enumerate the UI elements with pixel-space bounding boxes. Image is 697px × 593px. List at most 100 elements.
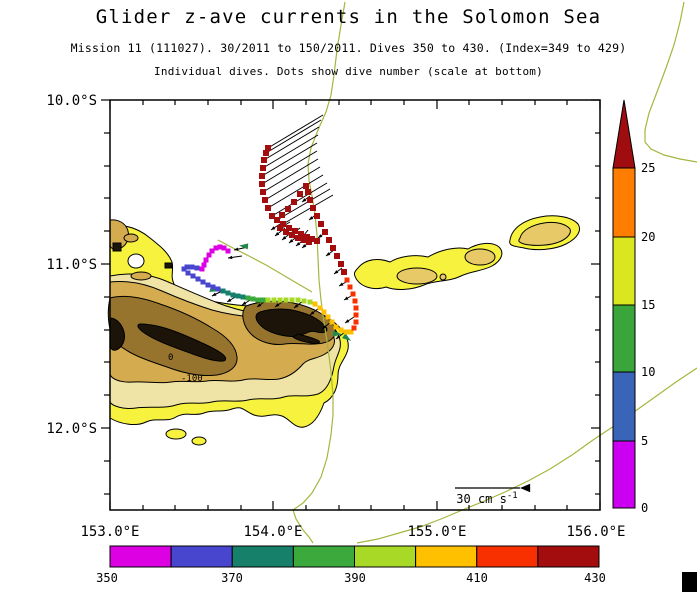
- scale-arrow-label: 30 cm s-1: [456, 491, 517, 506]
- terrain-dark: [112, 242, 122, 252]
- dive-colorbar-segment: [537, 545, 600, 568]
- dive-dot: [307, 299, 313, 305]
- dive-dot: [225, 290, 231, 296]
- terrain-layer: [107, 215, 580, 446]
- terrain-yellow: [165, 428, 187, 440]
- dive-dot: [265, 297, 271, 303]
- dive-dot: [250, 296, 256, 302]
- dive-dot: [225, 248, 231, 254]
- dive-dot: [260, 297, 266, 303]
- dive-dot: [312, 301, 318, 307]
- dive-dot: [314, 213, 320, 219]
- y-tick-label: 10.0°S: [46, 93, 97, 109]
- dive-colorbar-segment: [231, 545, 294, 568]
- coastline: [356, 367, 697, 544]
- terrain-core: [439, 273, 447, 281]
- dive-dot: [318, 221, 324, 227]
- x-tick-label: 154.0°E: [243, 524, 302, 540]
- dive-dot: [189, 264, 195, 270]
- dive-dot: [285, 206, 291, 212]
- speed-colorbar-label: 0: [641, 501, 648, 515]
- dive-dot: [286, 225, 292, 231]
- scale-arrow: 30 cm s-1: [455, 483, 531, 506]
- dive-dot: [280, 221, 286, 227]
- terrain-dark: [137, 323, 227, 362]
- dive-dot: [325, 314, 331, 320]
- dive-dot: [217, 244, 223, 250]
- teal-arrowhead: [239, 243, 249, 250]
- dive-dot: [230, 292, 236, 298]
- speed-colorbar-label: 25: [641, 161, 655, 175]
- dive-dot: [245, 295, 251, 301]
- dive-dot: [200, 279, 206, 285]
- dive-dot: [295, 297, 301, 303]
- contour-label-layer: 0 -100: [168, 353, 203, 384]
- speed-colorbar-segment: [612, 440, 636, 509]
- dive-dot: [205, 282, 211, 288]
- teal-arrowhead: [342, 333, 352, 341]
- corner-mark: [682, 572, 697, 592]
- terrain-yellow: [191, 436, 207, 446]
- dive-dot: [289, 232, 295, 238]
- dive-dot: [292, 228, 298, 234]
- figure-subtitle-mission: Mission 11 (111027). 30/2011 to 150/2011…: [70, 41, 627, 55]
- figure-title: Glider z-ave currents in the Solomon Sea: [95, 6, 602, 28]
- track-dots-layer: [181, 145, 359, 335]
- terrain-dark: [255, 308, 328, 337]
- terrain-tan: [123, 233, 139, 243]
- dive-dot: [306, 239, 312, 245]
- dive-dot: [220, 288, 226, 294]
- dive-dot: [221, 245, 227, 251]
- dive-dot: [262, 197, 268, 203]
- dive-dot: [301, 237, 307, 243]
- dive-dot: [215, 286, 221, 292]
- dive-dot: [255, 297, 261, 303]
- dive-dot: [201, 262, 207, 268]
- dive-dot: [259, 173, 265, 179]
- dive-dot: [348, 329, 354, 335]
- y-tick-label: 11.0°S: [46, 257, 97, 273]
- dive-colorbar-label: 410: [466, 571, 488, 585]
- speed-colorbar-label: 20: [641, 230, 655, 244]
- terrain-white: [127, 253, 145, 269]
- dive-dot: [213, 245, 219, 251]
- coastline: [217, 239, 313, 293]
- dive-dot: [240, 294, 246, 300]
- dive-dot: [235, 293, 241, 299]
- coastline: [644, 1, 697, 163]
- terrain-core: [518, 221, 571, 246]
- dive-dot: [330, 245, 336, 251]
- dive-dot: [301, 298, 307, 304]
- x-tick-label: 156.0°E: [566, 524, 625, 540]
- dive-dot: [350, 291, 356, 297]
- dive-dot: [210, 284, 216, 290]
- coastline-layer: [217, 1, 697, 544]
- dive-colorbar-label: 430: [584, 571, 606, 585]
- terrain-core: [464, 248, 496, 266]
- dive-dot: [333, 324, 339, 330]
- dive-dot: [353, 319, 359, 325]
- dive-colorbar: 350 370 390 410 430: [96, 545, 606, 585]
- dive-dot: [353, 312, 359, 318]
- dive-dot: [269, 213, 275, 219]
- dive-dot: [329, 319, 335, 325]
- dive-dot: [334, 253, 340, 259]
- dive-colorbar-segment: [476, 545, 539, 568]
- speed-colorbar-segment: [612, 167, 636, 238]
- dive-dot: [310, 205, 316, 211]
- dive-dot: [303, 183, 309, 189]
- dive-dot: [283, 229, 289, 235]
- dive-dot: [261, 157, 267, 163]
- dive-dot: [338, 327, 344, 333]
- dive-colorbar-label: 370: [221, 571, 243, 585]
- dive-dot: [209, 248, 215, 254]
- dive-dot: [338, 261, 344, 267]
- speed-colorbar-label: 15: [641, 298, 655, 312]
- contour-label: -100: [181, 374, 203, 384]
- terrain-tan: [130, 271, 152, 281]
- contour-label: 0: [168, 353, 173, 363]
- dive-dot: [190, 273, 196, 279]
- dive-dot: [322, 229, 328, 235]
- dive-dot: [341, 269, 347, 275]
